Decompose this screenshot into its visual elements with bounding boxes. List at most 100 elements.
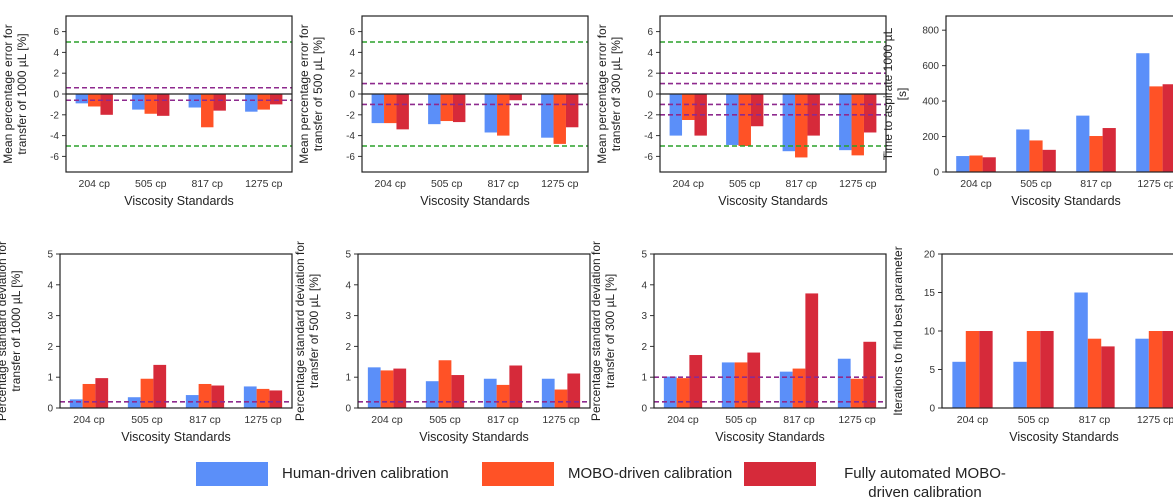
legend-swatch-mobo	[482, 462, 554, 486]
y-tick-label: -2	[346, 110, 355, 121]
bar-human	[243, 386, 257, 408]
bar-auto	[1102, 128, 1116, 172]
y-tick-label: 4	[345, 280, 351, 291]
y-tick-label: 0	[933, 168, 939, 179]
bar-mobo	[795, 94, 808, 158]
bar-mobo	[1148, 331, 1163, 408]
y-axis-label-line: Percentage standard deviation for	[0, 241, 9, 421]
x-tick-label: 204 cp	[73, 414, 105, 426]
y-tick-label: 2	[647, 69, 653, 80]
bar-mobo	[850, 378, 864, 408]
y-tick-label: 1	[641, 373, 647, 384]
x-tick-label: 1275 cp	[542, 414, 580, 426]
y-axis-label-line: transfer of 1000 µL [%]	[15, 33, 29, 154]
x-tick-label: 505 cp	[725, 414, 757, 426]
y-tick-label: 5	[641, 250, 647, 261]
y-tick-label: -2	[50, 110, 59, 121]
y-tick-label: 4	[647, 48, 653, 59]
y-tick-label: -6	[50, 152, 59, 163]
bar-human	[245, 94, 258, 112]
y-axis-label-line: transfer of 1000 µL [%]	[9, 270, 23, 391]
y-tick-label: 400	[922, 97, 939, 108]
y-tick-label: -6	[644, 152, 653, 163]
bar-human	[1135, 338, 1149, 408]
legend-item-human: Human-driven calibration	[196, 462, 449, 486]
bar-human	[425, 381, 439, 408]
bar-human	[367, 367, 381, 408]
bar-auto	[396, 94, 409, 130]
bar-auto	[750, 94, 764, 127]
bar-human	[371, 94, 385, 124]
bar-mobo	[380, 370, 394, 408]
bar-mobo	[384, 94, 397, 124]
y-axis-label-line: Mean percentage error for	[297, 24, 311, 163]
plot-frame	[941, 253, 1173, 409]
y-axis-label-line: transfer of 500 µL [%]	[307, 274, 321, 389]
y-tick-label: 6	[647, 27, 653, 38]
y-tick-label: 2	[349, 69, 355, 80]
bar-human	[1136, 53, 1150, 172]
x-axis-label: Viscosity Standards	[1009, 430, 1119, 444]
x-tick-label: 505 cp	[429, 414, 461, 426]
x-axis-label: Viscosity Standards	[121, 430, 231, 444]
bar-auto	[452, 94, 466, 123]
x-tick-label: 505 cp	[1018, 414, 1050, 426]
bar-mobo	[969, 155, 983, 172]
plot-frame	[357, 253, 591, 409]
y-tick-label: 20	[924, 250, 936, 261]
y-tick-label: -4	[644, 131, 653, 142]
x-axis-label: Viscosity Standards	[718, 194, 828, 208]
bar-mobo	[198, 383, 212, 408]
x-tick-label: 1275 cp	[245, 178, 283, 190]
plot-frame	[59, 253, 293, 409]
y-axis-label: Percentage standard deviation fortransfe…	[293, 241, 321, 421]
y-tick-label: 0	[53, 90, 59, 101]
bar-mobo	[82, 383, 96, 408]
bar-human	[428, 94, 441, 125]
figure: -6 -4 -2 0 2 4 6 204 cp 505 cp 817 cp 1275 cp Visco…	[0, 15, 1173, 444]
bar-human	[132, 94, 145, 110]
bar-auto	[689, 355, 703, 408]
plot-frame	[653, 253, 887, 409]
bar-mobo	[965, 331, 980, 408]
x-tick-label: 204 cp	[960, 178, 992, 190]
y-tick-label: 3	[641, 311, 647, 322]
chart-panel-7: 0 1 2 3 4 5 204 cp 505 cp 817 cp 1275 cp Viscosity…	[589, 241, 887, 444]
y-axis-label-line: transfer of 300 µL [%]	[603, 274, 617, 389]
bar-auto	[565, 94, 579, 128]
x-tick-label: 1275 cp	[1137, 178, 1173, 190]
x-tick-label: 505 cp	[729, 178, 761, 190]
x-tick-label: 817 cp	[785, 178, 817, 190]
y-tick-label: 4	[47, 280, 53, 291]
y-tick-label: 0	[641, 404, 647, 415]
x-tick-label: 204 cp	[374, 178, 406, 190]
x-tick-label: 505 cp	[1020, 178, 1052, 190]
x-tick-label: 1275 cp	[244, 414, 282, 426]
bar-auto	[509, 94, 522, 101]
chart-panel-2: -6 -4 -2 0 2 4 6 204 cp 505 cp 817 cp 1275 cp Visco…	[297, 15, 589, 208]
y-tick-label: 6	[53, 27, 59, 38]
y-tick-label: 5	[345, 250, 351, 261]
bar-auto	[567, 373, 581, 408]
y-tick-label: 3	[345, 311, 351, 322]
bar-auto	[1042, 149, 1056, 172]
x-tick-label: 817 cp	[189, 414, 221, 426]
x-tick-label: 1275 cp	[839, 178, 877, 190]
bar-mobo	[144, 94, 157, 114]
y-tick-label: 4	[641, 280, 647, 291]
x-tick-label: 204 cp	[672, 178, 704, 190]
bar-human	[726, 94, 739, 145]
x-tick-label: 505 cp	[135, 178, 167, 190]
bar-human	[541, 378, 555, 408]
bar-mobo	[1149, 86, 1163, 172]
bar-mobo	[738, 94, 751, 146]
bar-auto	[1101, 346, 1115, 408]
x-tick-label: 817 cp	[487, 414, 519, 426]
y-tick-label: -2	[644, 110, 653, 121]
x-axis-label: Viscosity Standards	[1011, 194, 1121, 208]
y-tick-label: 4	[349, 48, 355, 59]
bar-auto	[1162, 84, 1173, 172]
x-tick-label: 204 cp	[371, 414, 403, 426]
x-tick-label: 1275 cp	[541, 178, 579, 190]
bar-mobo	[851, 94, 864, 156]
